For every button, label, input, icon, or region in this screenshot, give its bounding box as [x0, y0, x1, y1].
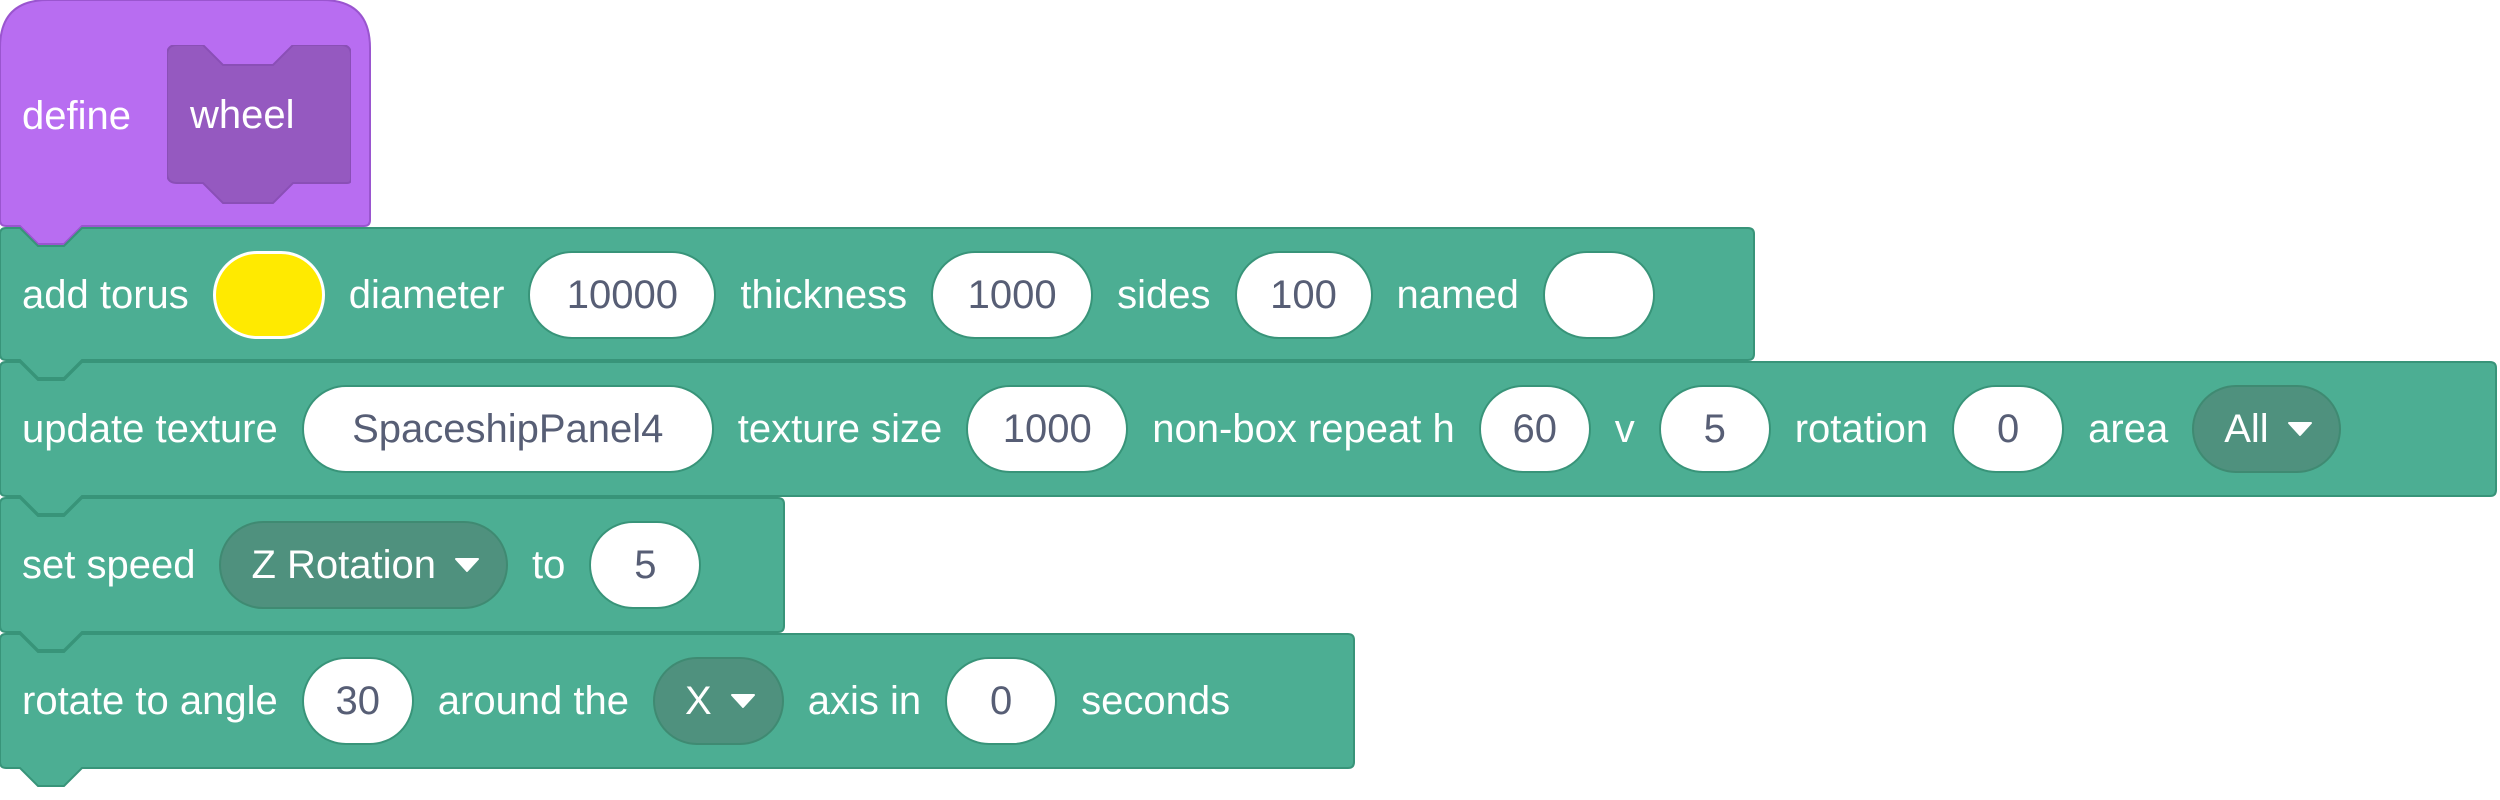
texture-size-label: texture size: [737, 407, 943, 451]
named-label: named: [1396, 273, 1519, 317]
around-label: around the: [437, 679, 630, 723]
area-dropdown-value: All: [2224, 406, 2269, 451]
sides-label: sides: [1117, 273, 1211, 317]
rotate-label: rotate to angle: [22, 679, 278, 723]
texture-input[interactable]: SpaceshipPanel4: [301, 385, 714, 473]
angle-input[interactable]: 30: [301, 657, 414, 745]
repeat-v-label: v: [1614, 407, 1635, 451]
repeat-h-label: non-box repeat h: [1152, 407, 1455, 451]
diameter-input[interactable]: 10000: [528, 251, 717, 339]
set-speed-label: set speed: [22, 543, 196, 587]
speed-value-input[interactable]: 5: [589, 521, 702, 609]
torus-color-picker[interactable]: [212, 251, 325, 339]
sides-input[interactable]: 100: [1234, 251, 1373, 339]
repeat-h-input[interactable]: 60: [1478, 385, 1591, 473]
seconds-input[interactable]: 0: [945, 657, 1058, 745]
axis-in-label: axis in: [807, 679, 922, 723]
rotation-label: rotation: [1794, 407, 1929, 451]
update-texture-row: update texture SpaceshipPanel4 texture s…: [22, 385, 2341, 473]
param-name: wheel: [190, 93, 295, 137]
add-torus-row: add torus diameter 10000 thickness 1000 …: [22, 251, 1655, 339]
chevron-down-icon: [2287, 422, 2312, 436]
chevron-down-icon: [455, 558, 479, 572]
area-dropdown[interactable]: All: [2192, 385, 2341, 473]
thickness-input[interactable]: 1000: [931, 251, 1094, 339]
rotation-input[interactable]: 0: [1952, 385, 2065, 473]
thickness-label: thickness: [740, 273, 908, 317]
chevron-down-icon: [730, 694, 755, 708]
speed-property-dropdown[interactable]: Z Rotation: [219, 521, 508, 609]
texture-size-input[interactable]: 1000: [966, 385, 1129, 473]
named-input[interactable]: [1542, 251, 1655, 339]
update-texture-label: update texture: [22, 407, 278, 451]
axis-dropdown[interactable]: X: [653, 657, 784, 745]
diameter-label: diameter: [348, 273, 505, 317]
rotate-row: rotate to angle 30 around the X axis in …: [22, 657, 1230, 745]
speed-property-value: Z Rotation: [251, 542, 436, 587]
set-speed-row: set speed Z Rotation to 5: [22, 521, 702, 609]
area-label: area: [2088, 407, 2169, 451]
repeat-v-input[interactable]: 5: [1658, 385, 1771, 473]
param-reporter-wheel[interactable]: [167, 45, 351, 207]
define-label: define: [22, 94, 131, 138]
to-label: to: [532, 543, 566, 587]
axis-dropdown-value: X: [685, 678, 712, 723]
add-torus-label: add torus: [22, 273, 189, 317]
seconds-label: seconds: [1081, 679, 1231, 723]
